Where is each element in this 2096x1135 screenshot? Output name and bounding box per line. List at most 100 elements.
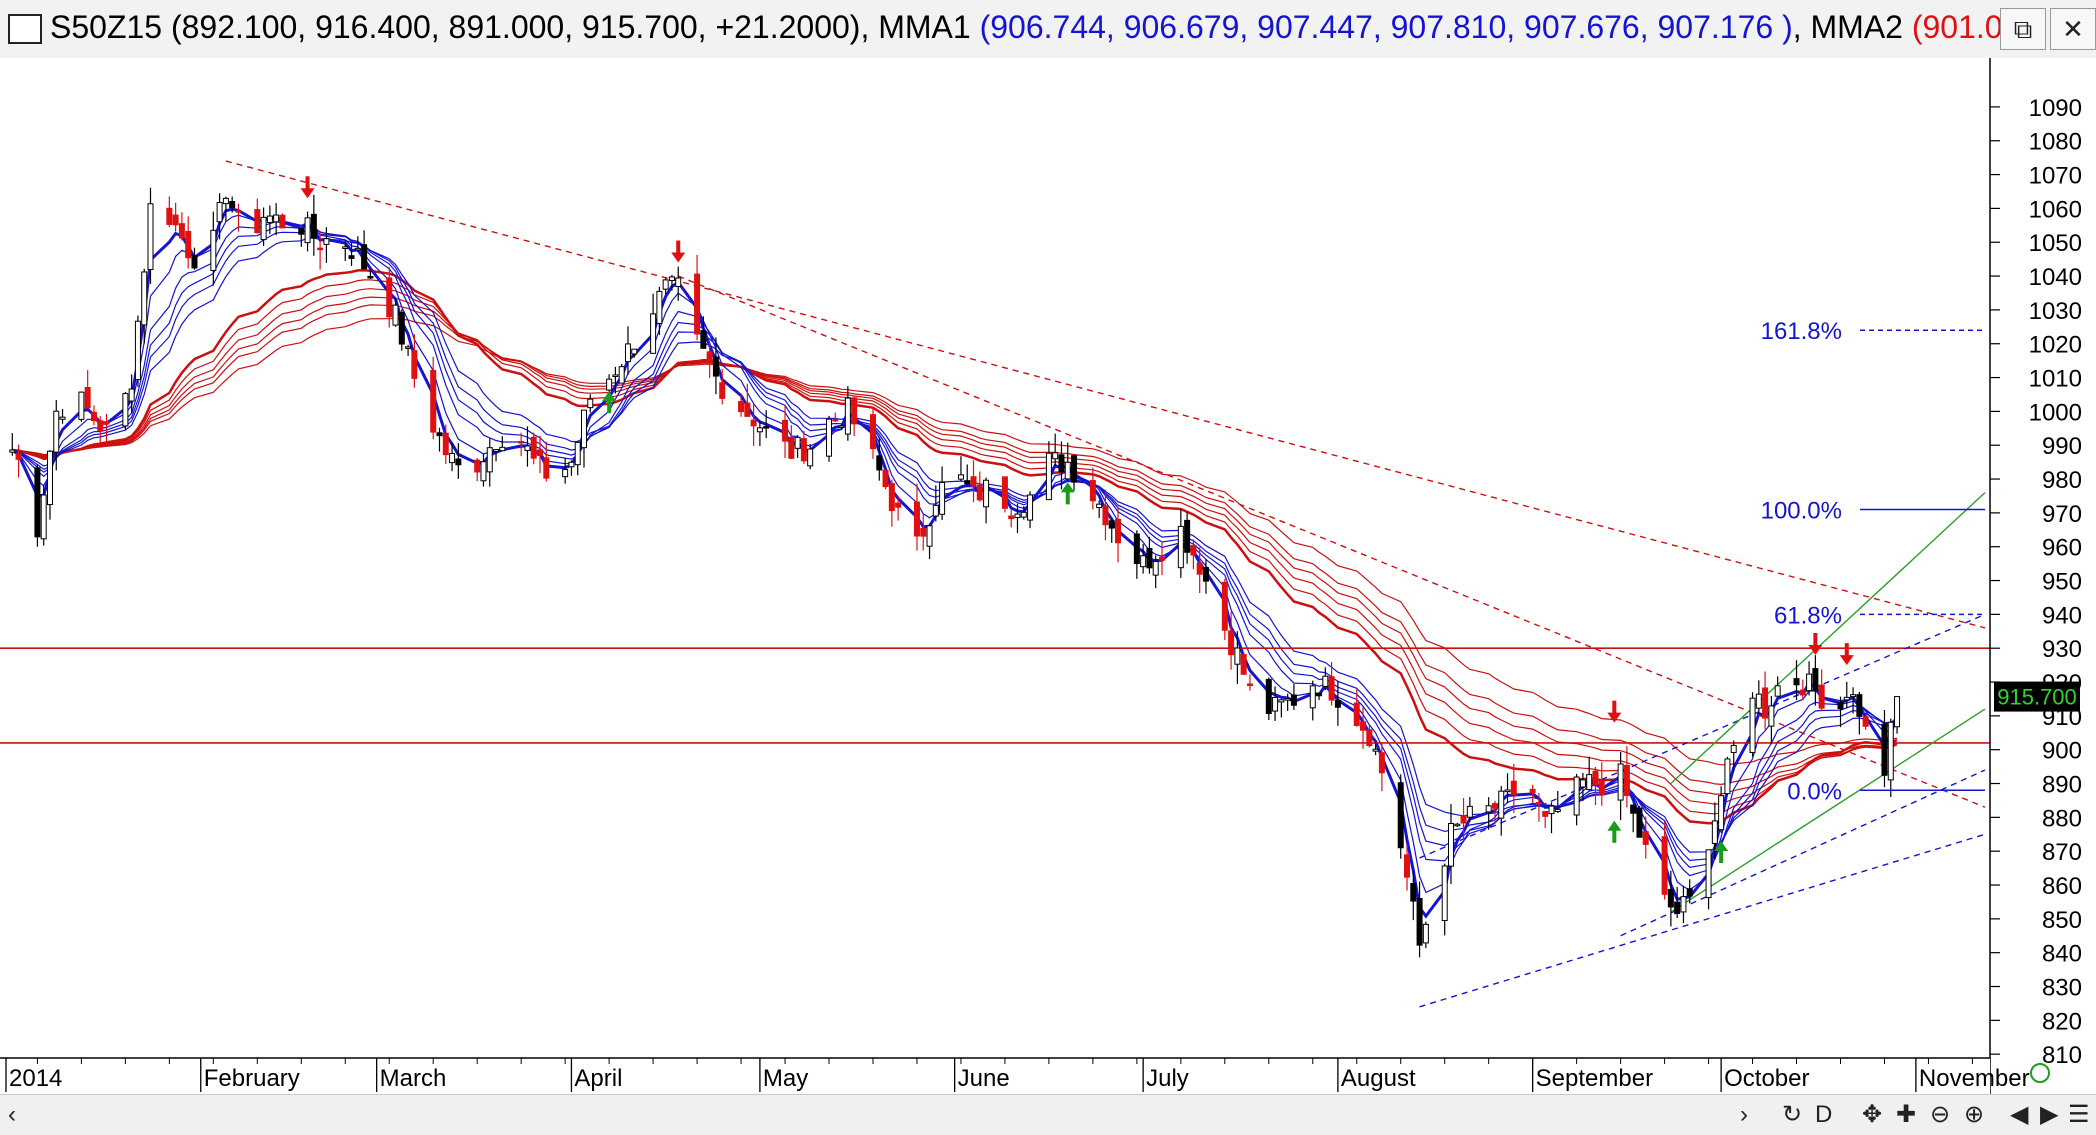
candle-body	[260, 216, 267, 241]
step-forward-icon[interactable]: ▶	[2040, 1101, 2059, 1128]
candle-body	[9, 449, 16, 453]
x-tick-label: October	[1724, 1065, 1809, 1092]
candle-body	[229, 201, 236, 209]
buy-arrow-icon	[1714, 841, 1729, 864]
candle-body	[147, 203, 154, 271]
candle-body	[1240, 654, 1247, 675]
candle-body	[656, 290, 663, 325]
candle-body	[1272, 696, 1279, 712]
close-window-icon[interactable]: ✕	[2050, 8, 2096, 50]
candle-body	[844, 397, 851, 435]
candle-body	[185, 230, 192, 259]
candle-body	[1265, 678, 1272, 714]
y-tick-label: 820	[2042, 1008, 2082, 1035]
candle-body	[53, 410, 60, 453]
candle-body	[304, 217, 311, 244]
candle-body	[1152, 560, 1159, 576]
candle-body	[1366, 729, 1373, 747]
candle-body	[876, 455, 883, 471]
candle-body	[266, 215, 273, 224]
candle-body	[763, 426, 770, 429]
y-tick-label: 990	[2042, 433, 2082, 460]
candle-body	[606, 378, 613, 391]
scroll-right-icon[interactable]: ›	[1740, 1101, 1748, 1128]
period-d-icon[interactable]: D	[1815, 1101, 1833, 1128]
candle-body	[1108, 520, 1115, 529]
zoom-out-icon[interactable]: ⊖	[1930, 1101, 1951, 1128]
restore-window-icon[interactable]: ⧉	[2000, 8, 2046, 50]
candle-body	[354, 247, 361, 251]
candle-body	[964, 480, 971, 485]
candle-body	[1447, 822, 1454, 867]
y-axis-panel	[1990, 58, 2096, 1094]
candle-body	[1592, 770, 1599, 786]
mma1-label: MMA1	[878, 9, 971, 45]
candle-body	[782, 419, 789, 442]
candle-body	[1711, 820, 1718, 844]
candle-body	[442, 432, 449, 456]
refresh-icon[interactable]: ↻	[1782, 1101, 1803, 1128]
candle-body	[882, 469, 889, 488]
candle-body	[719, 382, 726, 399]
candle-body	[1705, 849, 1712, 899]
candle-body	[650, 313, 657, 354]
y-tick-label: 880	[2042, 805, 2082, 832]
candle-body	[750, 419, 757, 427]
candle-body	[1680, 896, 1687, 913]
candle-body	[78, 391, 85, 420]
candle-body	[1793, 678, 1800, 686]
candle-body	[976, 484, 983, 501]
candle-body	[1422, 923, 1429, 944]
candle-body	[1768, 705, 1775, 727]
candle-body	[1812, 668, 1819, 692]
zoom-in-icon[interactable]: ⊕	[1964, 1101, 1985, 1128]
scroll-left-icon[interactable]: ‹	[8, 1101, 16, 1128]
y-tick-label: 1080	[2029, 129, 2082, 156]
candle-body	[134, 320, 141, 381]
step-back-icon[interactable]: ◀	[2010, 1101, 2029, 1128]
candle-body	[1718, 795, 1725, 831]
candle-body	[694, 273, 701, 335]
candle-body	[166, 207, 173, 225]
cursor-icon[interactable]: ✥	[1862, 1101, 1883, 1128]
candle-body	[1535, 801, 1542, 805]
candle-body	[675, 277, 682, 287]
candle-body	[1190, 544, 1197, 556]
candle-body	[1850, 694, 1857, 698]
trendline-5	[1670, 708, 1986, 913]
sell-arrow-icon	[671, 240, 686, 263]
candle-body	[1140, 555, 1147, 568]
candle-body	[851, 397, 858, 425]
y-tick-label: 930	[2042, 636, 2082, 663]
y-tick-label: 950	[2042, 569, 2082, 596]
y-tick-label: 1030	[2029, 298, 2082, 325]
candle-body	[1674, 901, 1681, 915]
candle-body	[1071, 455, 1078, 483]
x-tick-label: April	[574, 1065, 622, 1092]
candle-body	[398, 311, 405, 345]
candle-body	[1309, 685, 1316, 709]
candle-body	[926, 525, 933, 547]
candle-body	[1278, 699, 1285, 703]
candle-body	[1642, 831, 1649, 845]
menu-icon[interactable]: ☰	[2068, 1101, 2090, 1128]
candle-body	[1542, 810, 1549, 817]
candle-body	[1466, 805, 1473, 818]
candle-body	[807, 448, 814, 467]
y-tick-label: 1050	[2029, 230, 2082, 257]
crosshair-icon[interactable]: ✚	[1896, 1101, 1917, 1128]
candle-body	[1353, 702, 1360, 726]
candle-body	[430, 369, 437, 433]
candle-body	[888, 483, 895, 512]
candle-body	[84, 386, 91, 409]
last-price-tag	[1994, 681, 2080, 712]
candle-body	[1045, 452, 1052, 501]
candle-body	[826, 418, 833, 457]
candle-body	[1598, 780, 1605, 796]
candle-body	[40, 494, 47, 540]
candle-body	[1184, 519, 1191, 553]
candle-body	[235, 210, 242, 213]
candle-body	[1630, 804, 1637, 814]
candle-body	[1284, 698, 1291, 701]
candle-body	[1196, 562, 1203, 575]
